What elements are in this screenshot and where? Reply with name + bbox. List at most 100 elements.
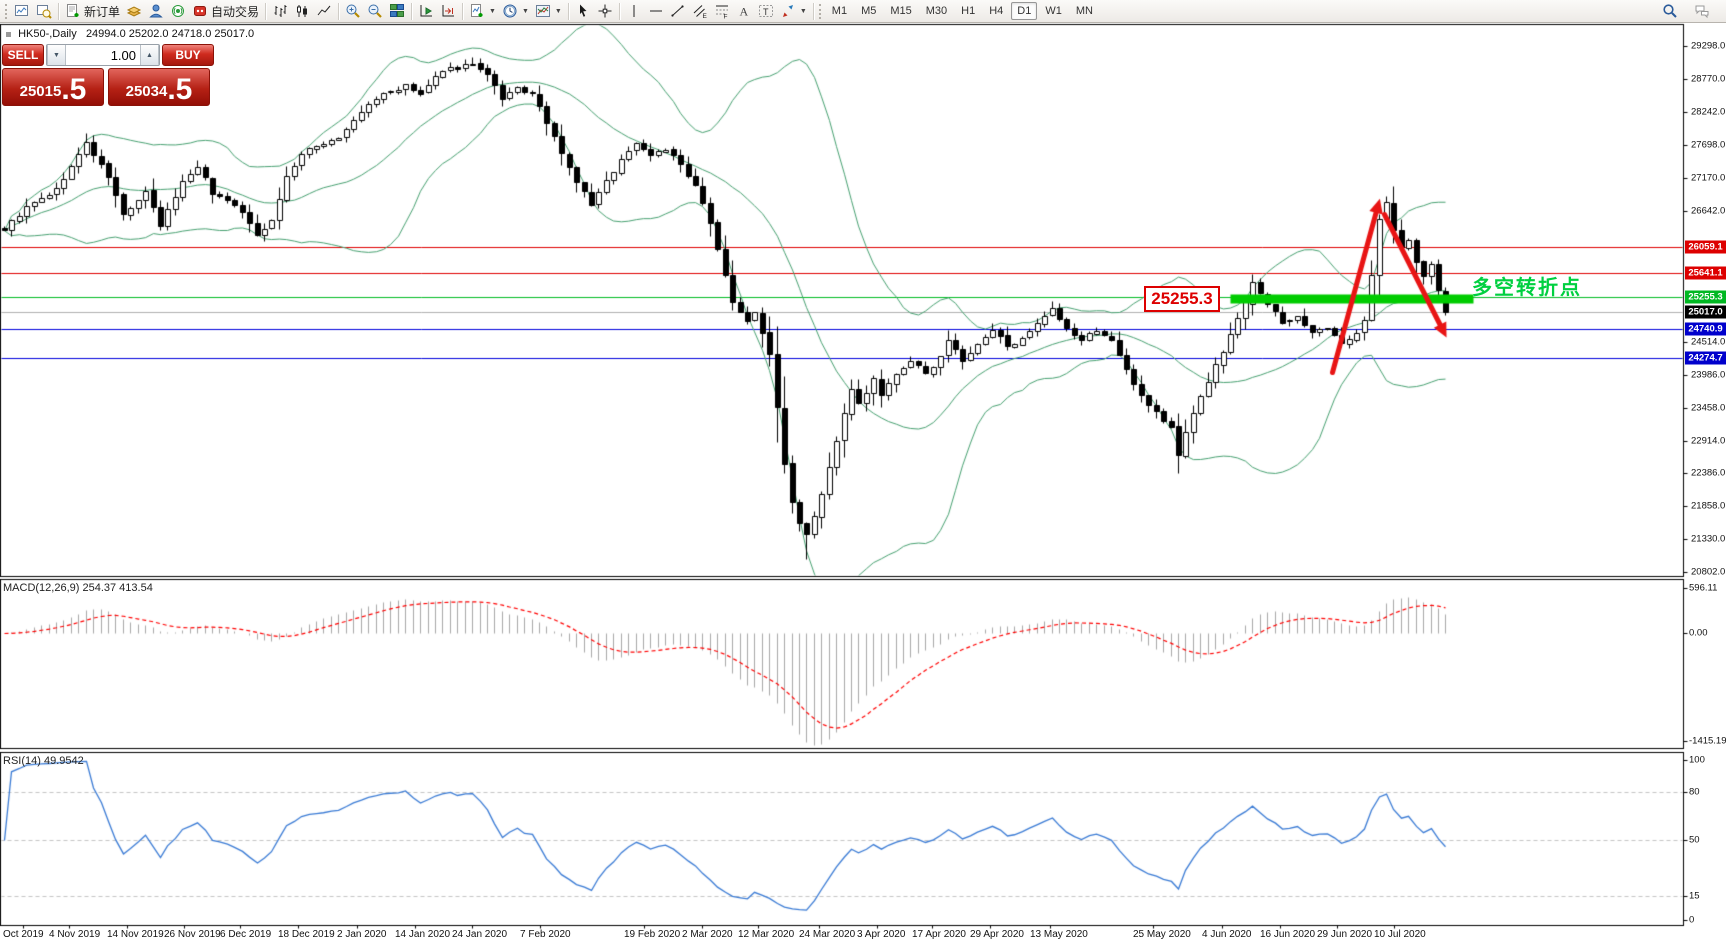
trendline-button[interactable] [667,1,689,22]
sell-price-pips: .5 [61,73,87,107]
price-axis-tick: 24514.0 [1691,336,1726,348]
date-axis-label: 26 Nov 2019 [164,929,221,940]
dropdown-arrow-icon[interactable]: ▼ [554,7,562,15]
price-axis-tick: 23986.0 [1691,369,1726,381]
zoom-in-button[interactable] [342,1,364,22]
price-axis-tick: 23458.0 [1691,402,1726,414]
one-click-trading-panel: SELL ▼ ▲ BUY 25015 .5 25034 .5 [2,44,214,106]
timeframe-h1-button[interactable]: H1 [961,5,976,17]
toolbar-grip [5,3,7,19]
equidistant-channel-button[interactable]: E [689,1,711,22]
svg-text:F: F [723,14,727,20]
price-axis-tick: 20802.0 [1691,566,1726,578]
svg-text:A: A [739,5,748,19]
chart-shift-icon [440,3,456,19]
toolbar-separator [265,2,267,20]
tile-icon [389,3,405,19]
channel-icon: E [692,3,708,20]
dropdown-arrow-icon[interactable]: ▼ [799,7,807,15]
date-axis-label: 18 Dec 2019 [278,929,335,940]
volume-decrease-button[interactable]: ▼ [47,45,66,65]
cursor-button[interactable] [572,1,594,22]
buy-price-pips: .5 [167,73,193,107]
arrow-objects-button[interactable]: ▼ [777,1,810,22]
toolbar-separator [58,2,59,20]
timeframe-m15-button[interactable]: M15 [890,5,912,17]
new-chart-button[interactable] [11,1,33,22]
price-axis-tick: 21858.0 [1691,500,1726,512]
price-level-badge: 25255.3 [1685,290,1726,304]
date-axis-label: Oct 2019 [3,929,44,940]
signals-button[interactable] [167,1,189,22]
fibonacci-button[interactable]: F [711,1,733,22]
tile-windows-button[interactable] [386,1,408,22]
signals-icon [170,3,186,19]
timeframe-w1-button[interactable]: W1 [1045,5,1062,17]
volume-stepper: ▼ ▲ [46,44,160,66]
date-axis-label: 29 Jun 2020 [1317,929,1373,940]
date-axis-label: 12 Mar 2020 [738,929,795,940]
dropdown-arrow-icon[interactable]: ▼ [521,7,529,15]
crosshair-button[interactable] [594,1,616,22]
autotrade-button[interactable]: 自动交易 [189,1,262,22]
new-order-button[interactable]: 新订单 [62,1,123,22]
sell-button[interactable]: SELL [2,44,44,66]
date-axis-label: 14 Jan 2020 [395,929,451,940]
autotrade-label: 自动交易 [211,4,260,19]
bar-chart-icon [272,3,288,19]
date-axis-label: 16 Jun 2020 [1260,929,1316,940]
auto-scroll-button[interactable] [415,1,437,22]
dropdown-arrow-icon[interactable]: ▼ [489,7,496,15]
candlestick-chart-button[interactable] [291,1,313,22]
chart-shift-button[interactable] [437,1,459,22]
timeframe-m30-button[interactable]: M30 [925,5,948,17]
timeframe-m1-button[interactable]: M1 [831,5,848,17]
vertical-line-button[interactable] [623,1,645,22]
rsi-axis-tick: 15 [1689,890,1700,902]
timeframe-d1-button[interactable]: D1 [1011,2,1038,20]
buy-button[interactable]: BUY [162,44,214,66]
chat-icon [1694,3,1710,19]
line-chart-button[interactable] [313,1,335,22]
timeframe-m5-button[interactable]: M5 [861,5,877,17]
periods-icon [502,3,518,19]
toolbar-separator [618,2,620,20]
date-axis-label: 4 Jun 2020 [1202,929,1252,940]
profiles-button[interactable] [33,1,55,22]
zoom-out-button[interactable] [364,1,386,22]
bar-chart-button[interactable] [269,1,291,22]
indicators-button[interactable]: ▼ [466,1,499,22]
timeframe-mn-button[interactable]: MN [1075,5,1093,17]
history-icon [126,3,142,19]
macd-axis-tick: 596.11 [1689,582,1718,594]
macd-axis-tick: 0.00 [1689,627,1708,639]
buy-price-tile[interactable]: 25034 .5 [108,68,210,106]
search-button[interactable] [1659,1,1681,22]
periods-button[interactable]: ▼ [499,1,532,22]
price-axis-tick: 29298.0 [1691,40,1726,52]
community-button[interactable] [145,1,167,22]
new-order-label: 新订单 [84,4,121,19]
turning-point-annotation[interactable]: 多空转折点 [1472,277,1582,299]
date-axis-label: 13 May 2020 [1030,929,1088,940]
chat-button[interactable] [1691,1,1713,22]
price-axis-tick: 21330.0 [1691,533,1726,545]
horizontal-line-button[interactable] [645,1,667,22]
volume-increase-button[interactable]: ▲ [140,45,159,65]
text-label-button[interactable]: T [755,1,777,22]
history-center-button[interactable] [123,1,145,22]
svg-text:E: E [702,13,707,19]
toolbar-separator [338,2,340,20]
rsi-indicator-label: RSI(14) 49.9542 [3,755,84,767]
sell-price-tile[interactable]: 25015 .5 [2,68,104,106]
templates-button[interactable]: ▼ [532,1,565,22]
support-level-label[interactable]: 25255.3 [1144,286,1220,312]
toolbar-separator [411,2,413,20]
text-button[interactable]: A [733,1,755,22]
volume-input[interactable] [66,45,140,65]
date-axis-label: 10 Jul 2020 [1374,929,1426,940]
search-icon [1662,3,1678,19]
timeframe-h4-button[interactable]: H4 [989,5,1004,17]
rsi-axis-tick: 50 [1689,834,1700,846]
